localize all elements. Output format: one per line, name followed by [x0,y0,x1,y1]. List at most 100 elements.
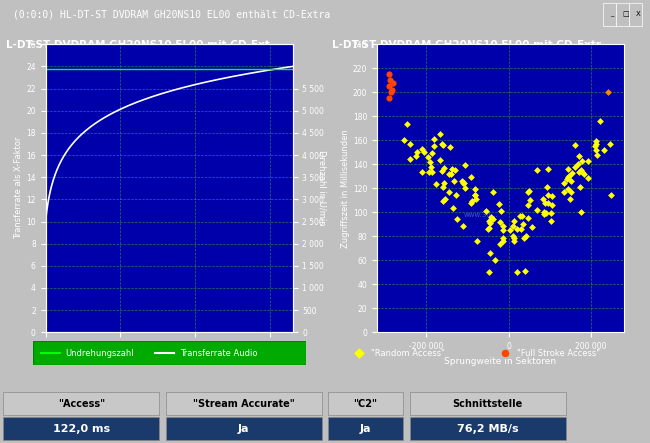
Point [545,217,556,224]
Bar [3,392,159,416]
Point [576,166,586,173]
Point [523,189,533,196]
Point [518,220,528,227]
Point [384,83,395,90]
Point [592,152,603,159]
Point [384,95,394,102]
Text: Ja: Ja [360,424,371,434]
Point [599,146,610,153]
Point [516,225,526,233]
Y-axis label: Drehzahl in U/min: Drehzahl in U/min [318,151,327,226]
Text: www.3d...: www.3d... [463,212,498,218]
Point [575,184,585,191]
Point [489,256,500,263]
Point [437,198,448,205]
Point [562,175,573,183]
Text: _: _ [610,12,613,17]
Point [450,191,461,198]
Point [438,142,448,149]
Point [521,233,531,240]
Point [564,172,575,179]
Text: L-DT-ST DVDRAM GH20NS10 EL00 mit CD-Extr: L-DT-ST DVDRAM GH20NS10 EL00 mit CD-Extr [332,39,601,50]
FancyBboxPatch shape [616,3,629,26]
Point [566,169,577,176]
Point [573,160,584,167]
Text: 76,2 MB/s: 76,2 MB/s [457,424,518,434]
Point [527,223,538,230]
Bar [3,417,159,440]
Point [497,234,508,241]
Point [471,195,481,202]
Point [484,224,494,231]
Point [451,216,462,223]
Point [519,268,530,275]
Point [540,199,550,206]
Point [387,86,397,93]
Point [577,158,588,165]
Point [562,185,573,192]
Point [579,170,590,177]
Point [583,158,593,165]
Point [509,218,519,225]
Point [437,140,447,147]
Point [484,269,495,276]
Point [444,188,454,195]
Text: "Access": "Access" [58,399,105,408]
Text: L-DT-ST DVDRAM GH20NS10 EL00 mit CD-Ext: L-DT-ST DVDRAM GH20NS10 EL00 mit CD-Ext [6,39,270,50]
Point [558,179,569,187]
Point [446,171,456,178]
Point [515,213,525,220]
Point [566,189,576,196]
Point [465,174,476,181]
Point [434,156,445,163]
Text: □: □ [623,12,629,17]
Point [532,207,542,214]
FancyBboxPatch shape [603,3,616,26]
Point [569,141,580,148]
Bar [410,392,566,416]
Point [509,237,519,245]
Point [547,193,558,200]
Point [449,178,460,185]
Point [437,168,447,175]
Text: (0:0:0) HL-DT-ST DVDRAM GH20NS10 EL00 enthält CD-Extra: (0:0:0) HL-DT-ST DVDRAM GH20NS10 EL00 en… [13,9,330,19]
Point [495,218,505,225]
Point [543,191,553,198]
Point [460,162,471,169]
Point [465,199,476,206]
Point [460,185,471,192]
Y-axis label: Transferrate als X-Faktor: Transferrate als X-Faktor [14,137,23,240]
Point [445,144,456,151]
Point [508,233,518,240]
Text: "Stream Accurate": "Stream Accurate" [193,399,294,408]
Y-axis label: Zugriffszeit in Millisekunden: Zugriffszeit in Millisekunden [341,129,350,248]
Point [417,145,427,152]
Point [386,89,396,96]
Point [493,200,504,207]
Point [429,136,439,143]
Point [470,191,480,198]
Text: Transferrate Audio: Transferrate Audio [180,349,257,358]
Text: "C2": "C2" [354,399,378,408]
Point [543,166,553,173]
Text: "Full Stroke Access": "Full Stroke Access" [517,349,600,358]
Point [532,166,542,173]
Point [591,147,601,154]
Point [435,131,445,138]
Point [406,155,416,163]
Point [459,179,469,187]
Point [583,174,593,181]
Point [458,222,469,229]
Point [523,202,533,209]
Point [539,210,549,218]
Point [569,163,580,170]
Point [577,168,587,175]
Point [398,137,409,144]
Point [439,195,450,202]
Point [402,120,413,128]
Point [517,212,528,219]
Point [469,192,480,199]
Point [606,191,616,198]
Point [429,142,439,149]
Point [495,241,506,248]
